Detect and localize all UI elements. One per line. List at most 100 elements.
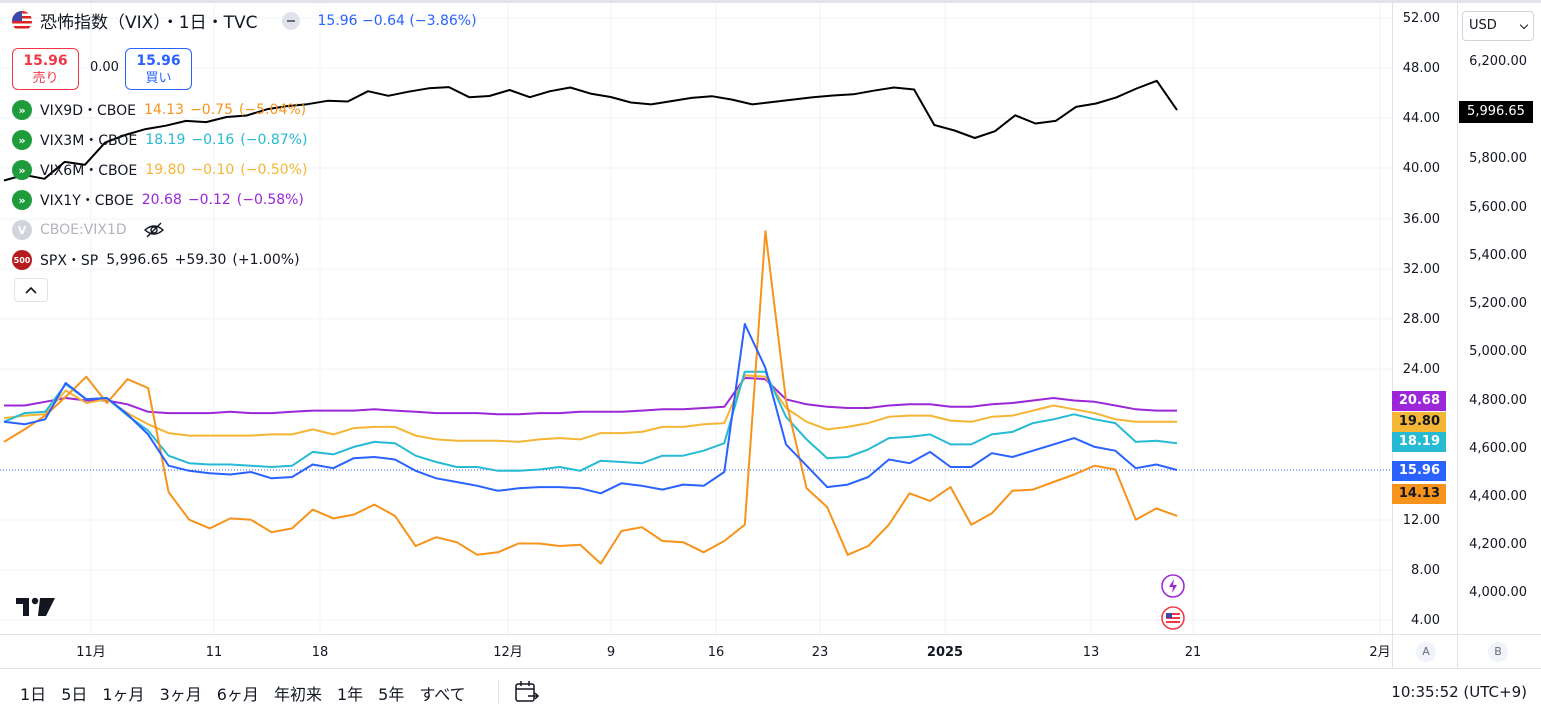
right-scale-tick-label: 5,400.00 xyxy=(1469,248,1527,263)
legend-change: −0.16 xyxy=(191,132,235,148)
legend-row-vix9d[interactable]: » VIX9D・CBOE 14.13 −0.75 (−5.04%) xyxy=(12,100,312,120)
period-1d[interactable]: 1日 xyxy=(20,685,47,704)
legend-row-vix6m[interactable]: » VIX6M・CBOE 19.80 −0.10 (−0.50%) xyxy=(12,160,313,180)
legend-change: −0.12 xyxy=(187,192,231,208)
vix3m-last-badge: 18.19 xyxy=(1392,432,1446,452)
spread-value: 0.00 xyxy=(90,60,119,75)
right-scale-tick-label: 6,200.00 xyxy=(1469,54,1527,69)
legend-row-vix1d-hidden[interactable]: V CBOE:VIX1D xyxy=(12,220,165,240)
legend-value: 5,996.65 xyxy=(106,252,169,268)
right-scale-tick-label: 4,600.00 xyxy=(1469,441,1527,456)
main-values: 15.96 −0.64 (−3.86%) xyxy=(318,13,477,29)
time-tick-label: 11 xyxy=(206,645,223,660)
lightning-event-icon[interactable] xyxy=(1161,574,1185,598)
us-flag-icon xyxy=(12,10,32,31)
time-scale: 11月 11 18 12月 9 16 23 2025 13 21 2月 xyxy=(76,645,1390,660)
currency-select[interactable]: USD xyxy=(1462,11,1534,41)
clock[interactable]: 10:35:52 (UTC+9) xyxy=(1391,683,1527,701)
eye-off-icon[interactable] xyxy=(143,222,165,238)
vix-last-badge: 15.96 xyxy=(1392,461,1446,481)
period-buttons: 1日 5日 1ヶ月 3ヶ月 6ヶ月 年初来 1年 5年 すべて xyxy=(20,681,481,705)
series-line-vix xyxy=(3,323,1178,495)
sell-button[interactable]: 15.96 売り xyxy=(12,48,79,90)
period-1y[interactable]: 1年 xyxy=(336,685,364,704)
legend-change: −0.75 xyxy=(190,102,233,118)
series-layer xyxy=(3,79,1178,565)
legend-row-spx[interactable]: 500 SPX・SP 5,996.65 +59.30 (+1.00%) xyxy=(12,250,306,270)
scale-divider xyxy=(0,0,1541,668)
legend-pct: (+1.00%) xyxy=(232,252,300,268)
symbol-title[interactable]: 恐怖指数（VIX）・1日・TVC xyxy=(40,13,258,33)
left-scale-tick-label: 8.00 xyxy=(1411,563,1440,578)
cboe-icon: » xyxy=(12,130,32,150)
legend-value: 14.13 xyxy=(143,102,185,118)
currency-label: USD xyxy=(1469,18,1497,33)
right-scale-tick-label: 5,600.00 xyxy=(1469,200,1527,215)
period-1m[interactable]: 1ヶ月 xyxy=(102,685,145,704)
right-scale-tick-label: 4,400.00 xyxy=(1469,489,1527,504)
right-price-scale: 6,200.00 5,800.00 5,600.00 5,400.00 5,200.00… xyxy=(1469,54,1527,600)
bottom-toolbar: 1日 5日 1ヶ月 3ヶ月 6ヶ月 年初来 1年 5年 すべて 10:35:52… xyxy=(0,668,1541,718)
series-line-spx xyxy=(3,79,1178,182)
left-scale-tick-label: 52.00 xyxy=(1403,11,1440,26)
period-5d[interactable]: 5日 xyxy=(61,685,88,704)
time-tick-label: 12月 xyxy=(493,645,523,660)
scale-b-button[interactable]: B xyxy=(1488,642,1508,662)
left-scale-tick-label: 40.00 xyxy=(1403,161,1440,176)
legend-row-vix1y[interactable]: » VIX1Y・CBOE 20.68 −0.12 (−0.58%) xyxy=(12,190,310,210)
period-6m[interactable]: 6ヶ月 xyxy=(216,685,259,704)
vix6m-last-badge: 19.80 xyxy=(1392,412,1446,432)
buy-label: 買い xyxy=(145,71,172,86)
us-flag-event-icon[interactable] xyxy=(1161,606,1185,630)
legend-symbol: SPX・SP xyxy=(40,253,99,269)
sp500-icon: 500 xyxy=(12,250,32,270)
time-tick-label: 18 xyxy=(312,645,329,660)
period-all[interactable]: すべて xyxy=(419,685,466,704)
cboe-icon: » xyxy=(12,160,32,180)
collapse-legend-button[interactable] xyxy=(14,278,48,302)
period-5y[interactable]: 5年 xyxy=(378,685,405,704)
legend-symbol: CBOE:VIX1D xyxy=(40,222,127,238)
tradingview-logo[interactable] xyxy=(16,596,56,618)
chevron-down-icon xyxy=(1519,20,1529,30)
toolbar-divider xyxy=(498,679,499,705)
time-tick-label: 16 xyxy=(708,645,725,660)
legend-values: 5,996.65 +59.30 (+1.00%) xyxy=(106,252,305,268)
buy-button[interactable]: 15.96 買い xyxy=(125,48,192,90)
period-3m[interactable]: 3ヶ月 xyxy=(159,685,202,704)
series-line-vix6m xyxy=(3,374,1177,443)
cboe-icon: » xyxy=(12,100,32,120)
left-scale-tick-label: 12.00 xyxy=(1403,513,1440,528)
left-scale-tick-label: 32.00 xyxy=(1403,262,1440,277)
time-tick-label: 2025 xyxy=(927,645,963,660)
series-line-vix1y xyxy=(4,376,1177,416)
legend-value: 19.80 xyxy=(145,162,186,178)
right-scale-tick-label: 5,200.00 xyxy=(1469,296,1527,311)
legend-row-vix3m[interactable]: » VIX3M・CBOE 18.19 −0.16 (−0.87%) xyxy=(12,130,313,150)
right-scale-tick-label: 4,200.00 xyxy=(1469,537,1527,552)
legend-pct: (−0.50%) xyxy=(240,162,308,178)
price-chart[interactable]: 52.00 48.00 44.00 40.00 36.00 32.00 28.00 24.00… xyxy=(0,0,1541,668)
collapse-icon[interactable] xyxy=(281,11,300,30)
calendar-goto-icon[interactable] xyxy=(514,680,540,704)
legend-values: 18.19 −0.16 (−0.87%) xyxy=(145,132,313,148)
time-tick-label: 13 xyxy=(1083,645,1100,660)
time-tick-label: 9 xyxy=(607,645,615,660)
period-ytd[interactable]: 年初来 xyxy=(273,685,322,704)
legend-pct: (−0.58%) xyxy=(236,192,304,208)
legend-value: 20.68 xyxy=(141,192,182,208)
grid xyxy=(0,4,1392,634)
vix9d-last-badge: 14.13 xyxy=(1392,484,1446,504)
legend-symbol: VIX3M・CBOE xyxy=(40,133,138,149)
time-tick-label: 21 xyxy=(1185,645,1202,660)
legend-values: 19.80 −0.10 (−0.50%) xyxy=(145,162,313,178)
right-scale-tick-label: 4,000.00 xyxy=(1469,585,1527,600)
legend-pct: (−0.87%) xyxy=(240,132,308,148)
legend-symbol: VIX9D・CBOE xyxy=(40,103,136,119)
auto-scale-button[interactable]: A xyxy=(1416,642,1436,662)
main-change: −0.64 xyxy=(362,12,405,29)
time-tick-label: 23 xyxy=(812,645,829,660)
top-border xyxy=(0,0,1541,3)
cboe-icon: » xyxy=(12,190,32,210)
